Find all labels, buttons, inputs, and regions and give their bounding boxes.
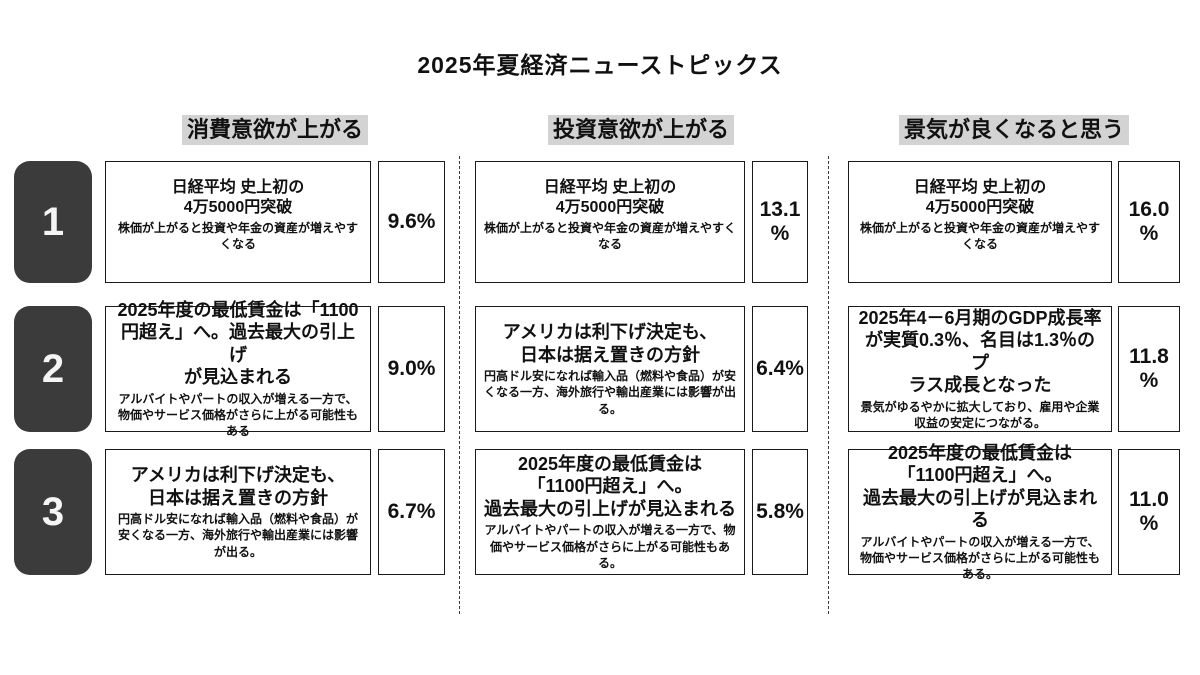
rank-number: 2 [41,346,65,391]
rank-badge-3: 3 [14,449,92,575]
column-header-consumption: 消費意欲が上がる [181,115,369,145]
news-title: 2025年度の最低賃金は「1100 円超え」へ。過去最大の引上げ が見込まれる [117,299,359,388]
news-desc: アルバイトやパートの収入が増える一方で、物価やサービス価格がさらに上がる可能性も… [859,534,1100,582]
news-card: アメリカは利下げ決定も、 日本は据え置きの方針 円高ドル安になれば輸入品（燃料や… [105,449,371,575]
news-card: 2025年度の最低賃金は 「1100円超え」へ。 過去最大の引上げが見込まれる … [475,449,745,575]
news-desc: 円高ドル安になれば輸入品（燃料や食品）が安くなる一方、海外旅行や輸出産業には影響… [483,369,736,416]
column-separator-1 [459,156,460,614]
news-card: アメリカは利下げ決定も、 日本は据え置きの方針 円高ドル安になれば輸入品（燃料や… [475,306,745,432]
percent-value: 6.4% [752,306,808,432]
rank-badge-1: 1 [14,161,92,283]
news-desc: 円高ドル安になれば輸入品（燃料や食品）が安くなる一方、海外旅行や輸出産業には影響… [117,512,358,559]
news-title: アメリカは利下げ決定も、 日本は据え置きの方針 [502,322,718,365]
news-title: 2025年4－6月期のGDP成長率 が実質0.3％、名目は1.3％のプ ラス成長… [858,307,1102,396]
news-desc: 株価が上がると投資や年金の資産が増えやすくなる [859,220,1100,251]
news-title: 日経平均 史上初の 4万5000円突破 [913,178,1047,216]
column-header-investment: 投資意欲が上がる [547,115,735,145]
news-title: 日経平均 史上初の 4万5000円突破 [543,178,677,216]
news-card: 2025年度の最低賃金は 「1100円超え」へ。 過去最大の引上げが見込まれる … [848,443,1112,581]
news-card: 2025年4－6月期のGDP成長率 が実質0.3％、名目は1.3％のプ ラス成長… [848,306,1112,432]
news-title: 日経平均 史上初の 4万5000円突破 [171,178,305,216]
page-title: 2025年夏経済ニューストピックス [417,52,783,78]
percent-value: 16.0 % [1118,161,1180,283]
news-desc: 株価が上がると投資や年金の資産が増えやすくなる [117,220,358,251]
news-desc: アルバイトやパートの収入が増える一方で、物価やサービス価格がさらに上がる可能性も… [484,523,736,570]
rank-badge-2: 2 [14,306,92,432]
news-desc: アルバイトやパートの収入が増える一方で、物価やサービス価格がさらに上がる可能性も… [117,391,358,439]
percent-value: 11.8 % [1118,306,1180,432]
column-separator-2 [828,156,829,614]
percent-value: 9.6% [378,161,445,283]
news-card: 日経平均 史上初の 4万5000円突破 株価が上がると投資や年金の資産が増えやす… [475,161,745,283]
column-header-economy: 景気が良くなると思う [898,115,1130,145]
percent-value: 13.1 % [752,161,808,283]
percent-value: 9.0% [378,306,445,432]
news-card: 2025年度の最低賃金は「1100 円超え」へ。過去最大の引上げ が見込まれる … [105,300,371,438]
rank-number: 1 [41,199,65,244]
news-title: 2025年度の最低賃金は 「1100円超え」へ。 過去最大の引上げが見込まれる [863,442,1097,531]
news-card: 日経平均 史上初の 4万5000円突破 株価が上がると投資や年金の資産が増えやす… [848,161,1112,283]
percent-value: 5.8% [752,449,808,575]
news-card: 日経平均 史上初の 4万5000円突破 株価が上がると投資や年金の資産が増えやす… [105,161,371,283]
news-desc: 株価が上がると投資や年金の資産が増えやすくなる [483,220,736,251]
percent-value: 11.0 % [1118,449,1180,575]
rank-number: 3 [41,489,65,534]
news-title: アメリカは利下げ決定も、 日本は据え置きの方針 [130,465,346,508]
news-desc: 景気がゆるやかに拡大しており、雇用や企業収益の安定につながる。 [860,399,1100,430]
news-title: 2025年度の最低賃金は 「1100円超え」へ。 過去最大の引上げが見込まれる [484,453,736,519]
percent-value: 6.7% [378,449,445,575]
